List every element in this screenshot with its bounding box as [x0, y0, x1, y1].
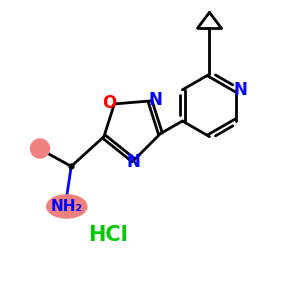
Text: NH₂: NH₂ — [51, 199, 83, 214]
Text: N: N — [127, 153, 141, 171]
Circle shape — [31, 139, 50, 158]
Text: N: N — [234, 81, 248, 99]
Text: HCl: HCl — [88, 225, 128, 245]
Text: O: O — [102, 94, 116, 112]
Ellipse shape — [47, 195, 87, 218]
Text: N: N — [148, 92, 162, 110]
